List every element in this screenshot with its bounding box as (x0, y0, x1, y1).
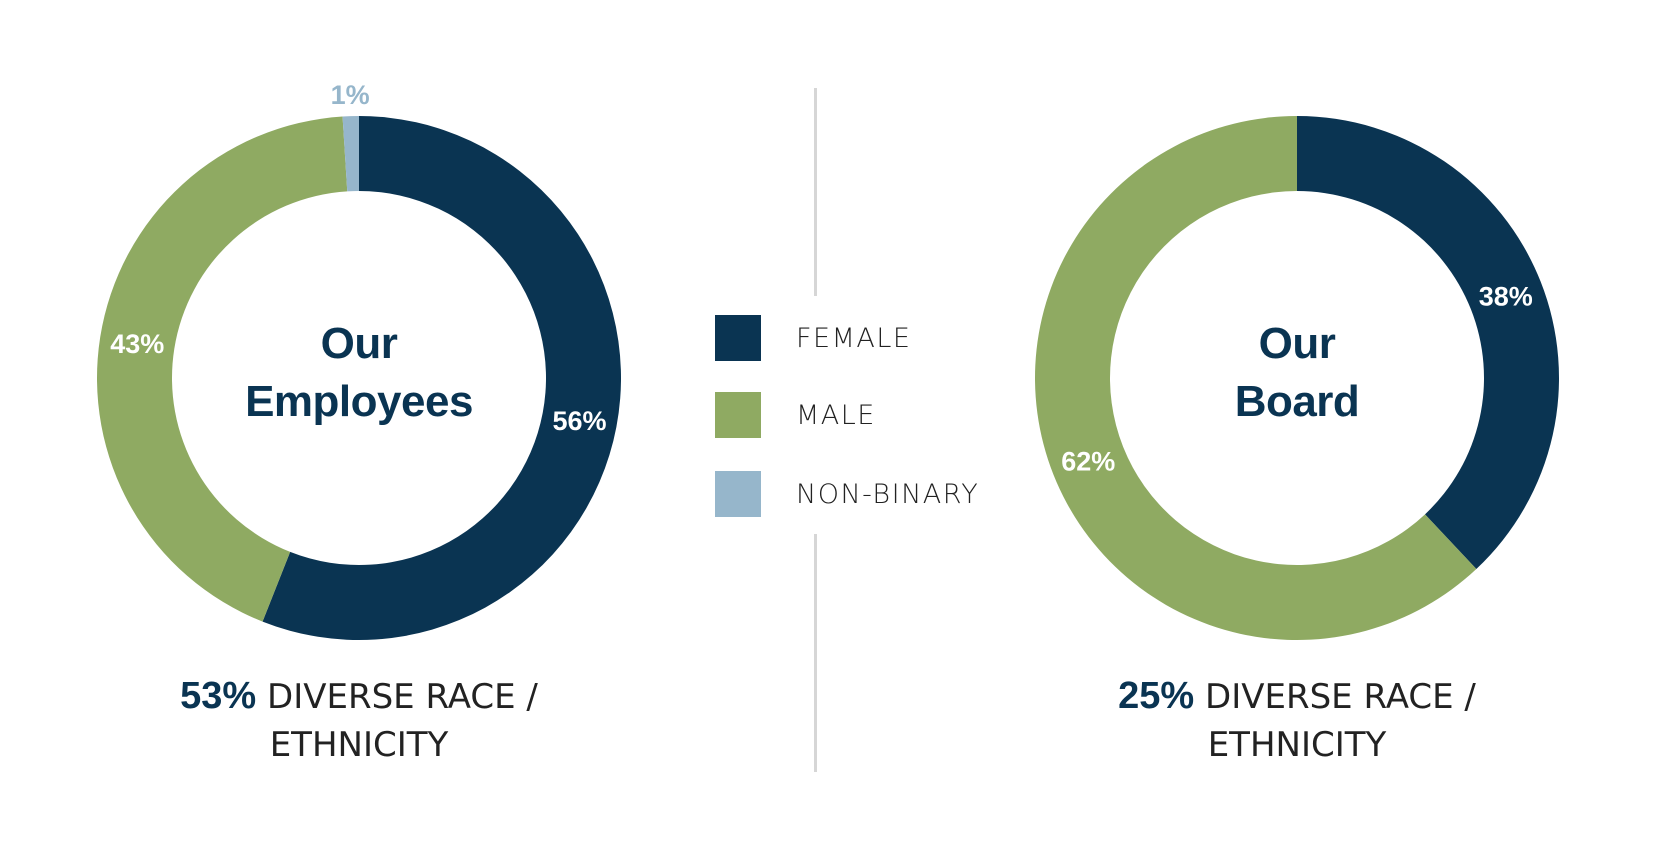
stat-text: DIVERSE RACE / (1205, 677, 1476, 717)
board-diversity-stat: 25% DIVERSE RACE / ETHNICITY (1067, 672, 1527, 769)
legend-swatch-non-binary (715, 471, 761, 517)
employees-title: Our Employees (179, 315, 539, 431)
stat-value: 25% (1118, 675, 1195, 717)
title-line: Our (1258, 319, 1336, 368)
legend-swatch-male (715, 392, 761, 438)
donut-slice-male (97, 116, 348, 622)
title-line: Our (320, 319, 398, 368)
stat-text: ETHNICITY (1207, 725, 1387, 765)
data-label: 62% (1061, 447, 1115, 477)
divider-top (814, 88, 817, 296)
donut-slice-female (262, 116, 621, 641)
title-line: Employees (245, 377, 473, 426)
stat-value: 53% (180, 675, 257, 717)
legend-swatch-female (715, 315, 761, 361)
legend-label: MALE (796, 399, 876, 431)
stat-text: ETHNICITY (269, 725, 449, 765)
legend-item-non-binary: NON-BINARY (715, 471, 979, 517)
stat-text: DIVERSE RACE / (267, 677, 538, 717)
legend-label: NON-BINARY (796, 478, 980, 510)
donut-slice-male (1035, 116, 1477, 640)
data-label: 56% (553, 406, 607, 436)
title-line: Board (1234, 377, 1360, 426)
legend-label: FEMALE (796, 322, 912, 354)
donut-slice-non-binary (342, 116, 359, 192)
legend-item-male: MALE (715, 392, 876, 438)
data-label: 1% (331, 80, 370, 110)
donut-slice-female (1297, 116, 1559, 569)
data-label: 38% (1479, 281, 1533, 311)
legend-item-female: FEMALE (715, 315, 911, 361)
divider-bottom (814, 534, 817, 772)
board-title: Our Board (1117, 315, 1477, 431)
employees-diversity-stat: 53% DIVERSE RACE / ETHNICITY (129, 672, 589, 769)
data-label: 43% (110, 329, 164, 359)
